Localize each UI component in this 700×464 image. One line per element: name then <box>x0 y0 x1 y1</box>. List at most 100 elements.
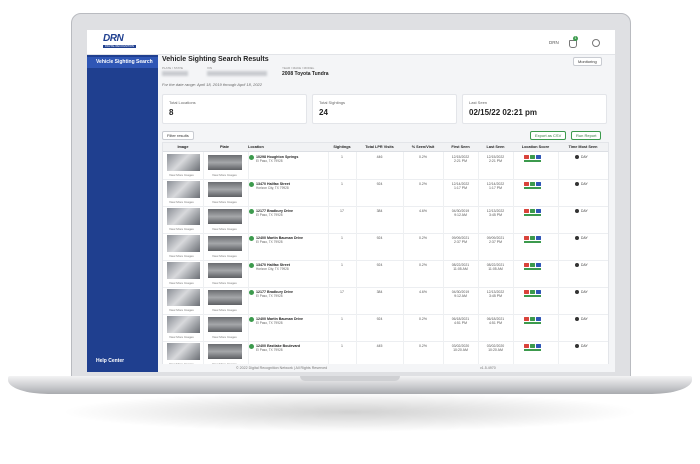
first-seen-time: 1:17 PM <box>453 186 468 190</box>
score-badge <box>524 290 529 294</box>
plate-thumbnail <box>208 155 242 170</box>
plate-thumbnail <box>208 182 242 197</box>
plate-link[interactable]: View More Images <box>212 307 237 312</box>
image-link[interactable]: View More Images <box>169 334 194 339</box>
cell-divider <box>203 152 204 179</box>
cell-divider <box>513 287 514 314</box>
cell-divider <box>403 341 404 365</box>
vehicle-thumbnail <box>167 154 200 171</box>
cell-divider <box>403 314 404 341</box>
cell-divider <box>478 233 479 260</box>
image-link[interactable]: View More Images <box>169 199 194 204</box>
help-link[interactable]: Help Center <box>96 358 125 364</box>
stat-label: Total Locations <box>169 100 196 105</box>
last-seen-time: 2:21 PM <box>488 159 503 163</box>
export-button[interactable]: Export as CSV <box>530 131 567 140</box>
first-seen-time: 9:12 AM <box>454 213 467 217</box>
vehicle-thumbnail <box>167 235 200 252</box>
logo[interactable]: DRN <box>103 33 124 44</box>
image-link[interactable]: View More Images <box>169 226 194 231</box>
last-seen-time: 10:20 AM <box>488 348 503 352</box>
filter-button[interactable]: Filter results <box>162 131 194 140</box>
run-report-button[interactable]: Run Report <box>571 131 602 140</box>
table-header <box>163 143 608 152</box>
first-seen-time: 2:37 PM <box>453 240 468 244</box>
score-badge <box>536 182 541 186</box>
image-link[interactable]: View More Images <box>169 280 194 285</box>
column-header: % Seen/Visit <box>411 144 435 149</box>
sightings: 1 <box>341 236 343 240</box>
time-most-seen: DAY <box>581 263 588 267</box>
plate-link[interactable]: View More Images <box>212 172 237 177</box>
address: 12400 Martin Bauman Drive <box>256 235 303 240</box>
cell-divider <box>328 206 329 233</box>
vin-redacted <box>207 71 267 76</box>
first-seen-time: 2:21 PM <box>453 159 468 163</box>
sightings: 1 <box>341 263 343 267</box>
column-header: First Seen <box>451 144 470 149</box>
address: 12400 Martin Bauman Drive <box>256 316 303 321</box>
score-badge <box>536 263 541 267</box>
cell-divider <box>478 287 479 314</box>
bell-icon[interactable] <box>569 40 577 48</box>
vin-label: VIN <box>207 66 213 70</box>
plate-link[interactable]: View More Images <box>212 280 237 285</box>
first-seen-date: 12/15/2022 <box>451 155 470 159</box>
cell-divider <box>356 233 357 260</box>
cell-divider <box>443 314 444 341</box>
image-link[interactable]: View More Images <box>169 362 194 366</box>
notification-badge: 1 <box>573 36 578 41</box>
stat-label: Last Seen <box>469 100 488 105</box>
plate-link[interactable]: View More Images <box>212 199 237 204</box>
first-seen-date: 12/14/2022 <box>451 182 470 186</box>
plate-thumbnail <box>208 290 242 305</box>
stat-label: Total Sightings <box>319 100 346 105</box>
last-seen-time: 1:17 PM <box>488 186 503 190</box>
score-badge <box>530 236 535 240</box>
cell-divider <box>558 314 559 341</box>
ymm-label: YEAR / MAKE / MODEL <box>282 66 315 70</box>
seen-pct: 0.2% <box>419 263 427 267</box>
column-header: Plate <box>219 144 230 149</box>
stat-value: 8 <box>169 108 174 117</box>
cell-divider <box>248 206 249 233</box>
lpr-visits: 924 <box>376 263 383 267</box>
sightings: 1 <box>341 182 343 186</box>
column-header: Image <box>177 144 189 149</box>
shadow <box>60 392 640 432</box>
plate-link[interactable]: View More Images <box>212 226 237 231</box>
plate-link[interactable]: View More Images <box>212 334 237 339</box>
image-link[interactable]: View More Images <box>169 172 194 177</box>
user-name[interactable]: DRN <box>549 40 559 45</box>
cell-divider <box>558 179 559 206</box>
cell-divider <box>248 233 249 260</box>
first-seen-date: 09/09/2021 <box>451 236 470 240</box>
table-row: View More Images View More Images 12400 Ea… <box>163 341 608 366</box>
stat-value: 24 <box>319 108 328 117</box>
score-badge <box>536 317 541 321</box>
account-icon[interactable] <box>592 39 600 47</box>
image-link[interactable]: View More Images <box>169 307 194 312</box>
image-link[interactable]: View More Images <box>169 253 194 258</box>
laptop-base <box>8 376 692 394</box>
score-badge <box>530 182 535 186</box>
top-bar: DRN DIGITAL RECOGNITION DRN 1 <box>87 30 615 55</box>
column-header: Total LPR Visits <box>365 144 394 149</box>
seen-pct: 0.2% <box>419 182 427 186</box>
nav-item[interactable]: Vehicle Sighting Search <box>87 57 158 68</box>
table-row: View More Images View More Images 13470 Ha… <box>163 179 608 207</box>
plate-link[interactable]: View More Images <box>212 253 237 258</box>
cell-divider <box>443 233 444 260</box>
address: 10298 Houghton Springs <box>256 154 299 159</box>
last-seen-date: 12/13/2022 <box>486 209 505 213</box>
cell-divider <box>328 314 329 341</box>
cell-divider <box>356 287 357 314</box>
plate-thumbnail <box>208 236 242 251</box>
stat-value: 02/15/22 02:21 pm <box>469 108 538 117</box>
cell-divider <box>403 287 404 314</box>
plate-link[interactable]: View More Images <box>212 362 237 366</box>
cell-divider <box>203 260 204 287</box>
city: El Paso, TX 79928 <box>256 348 283 352</box>
monitoring-button[interactable]: Monitoring <box>573 57 602 66</box>
